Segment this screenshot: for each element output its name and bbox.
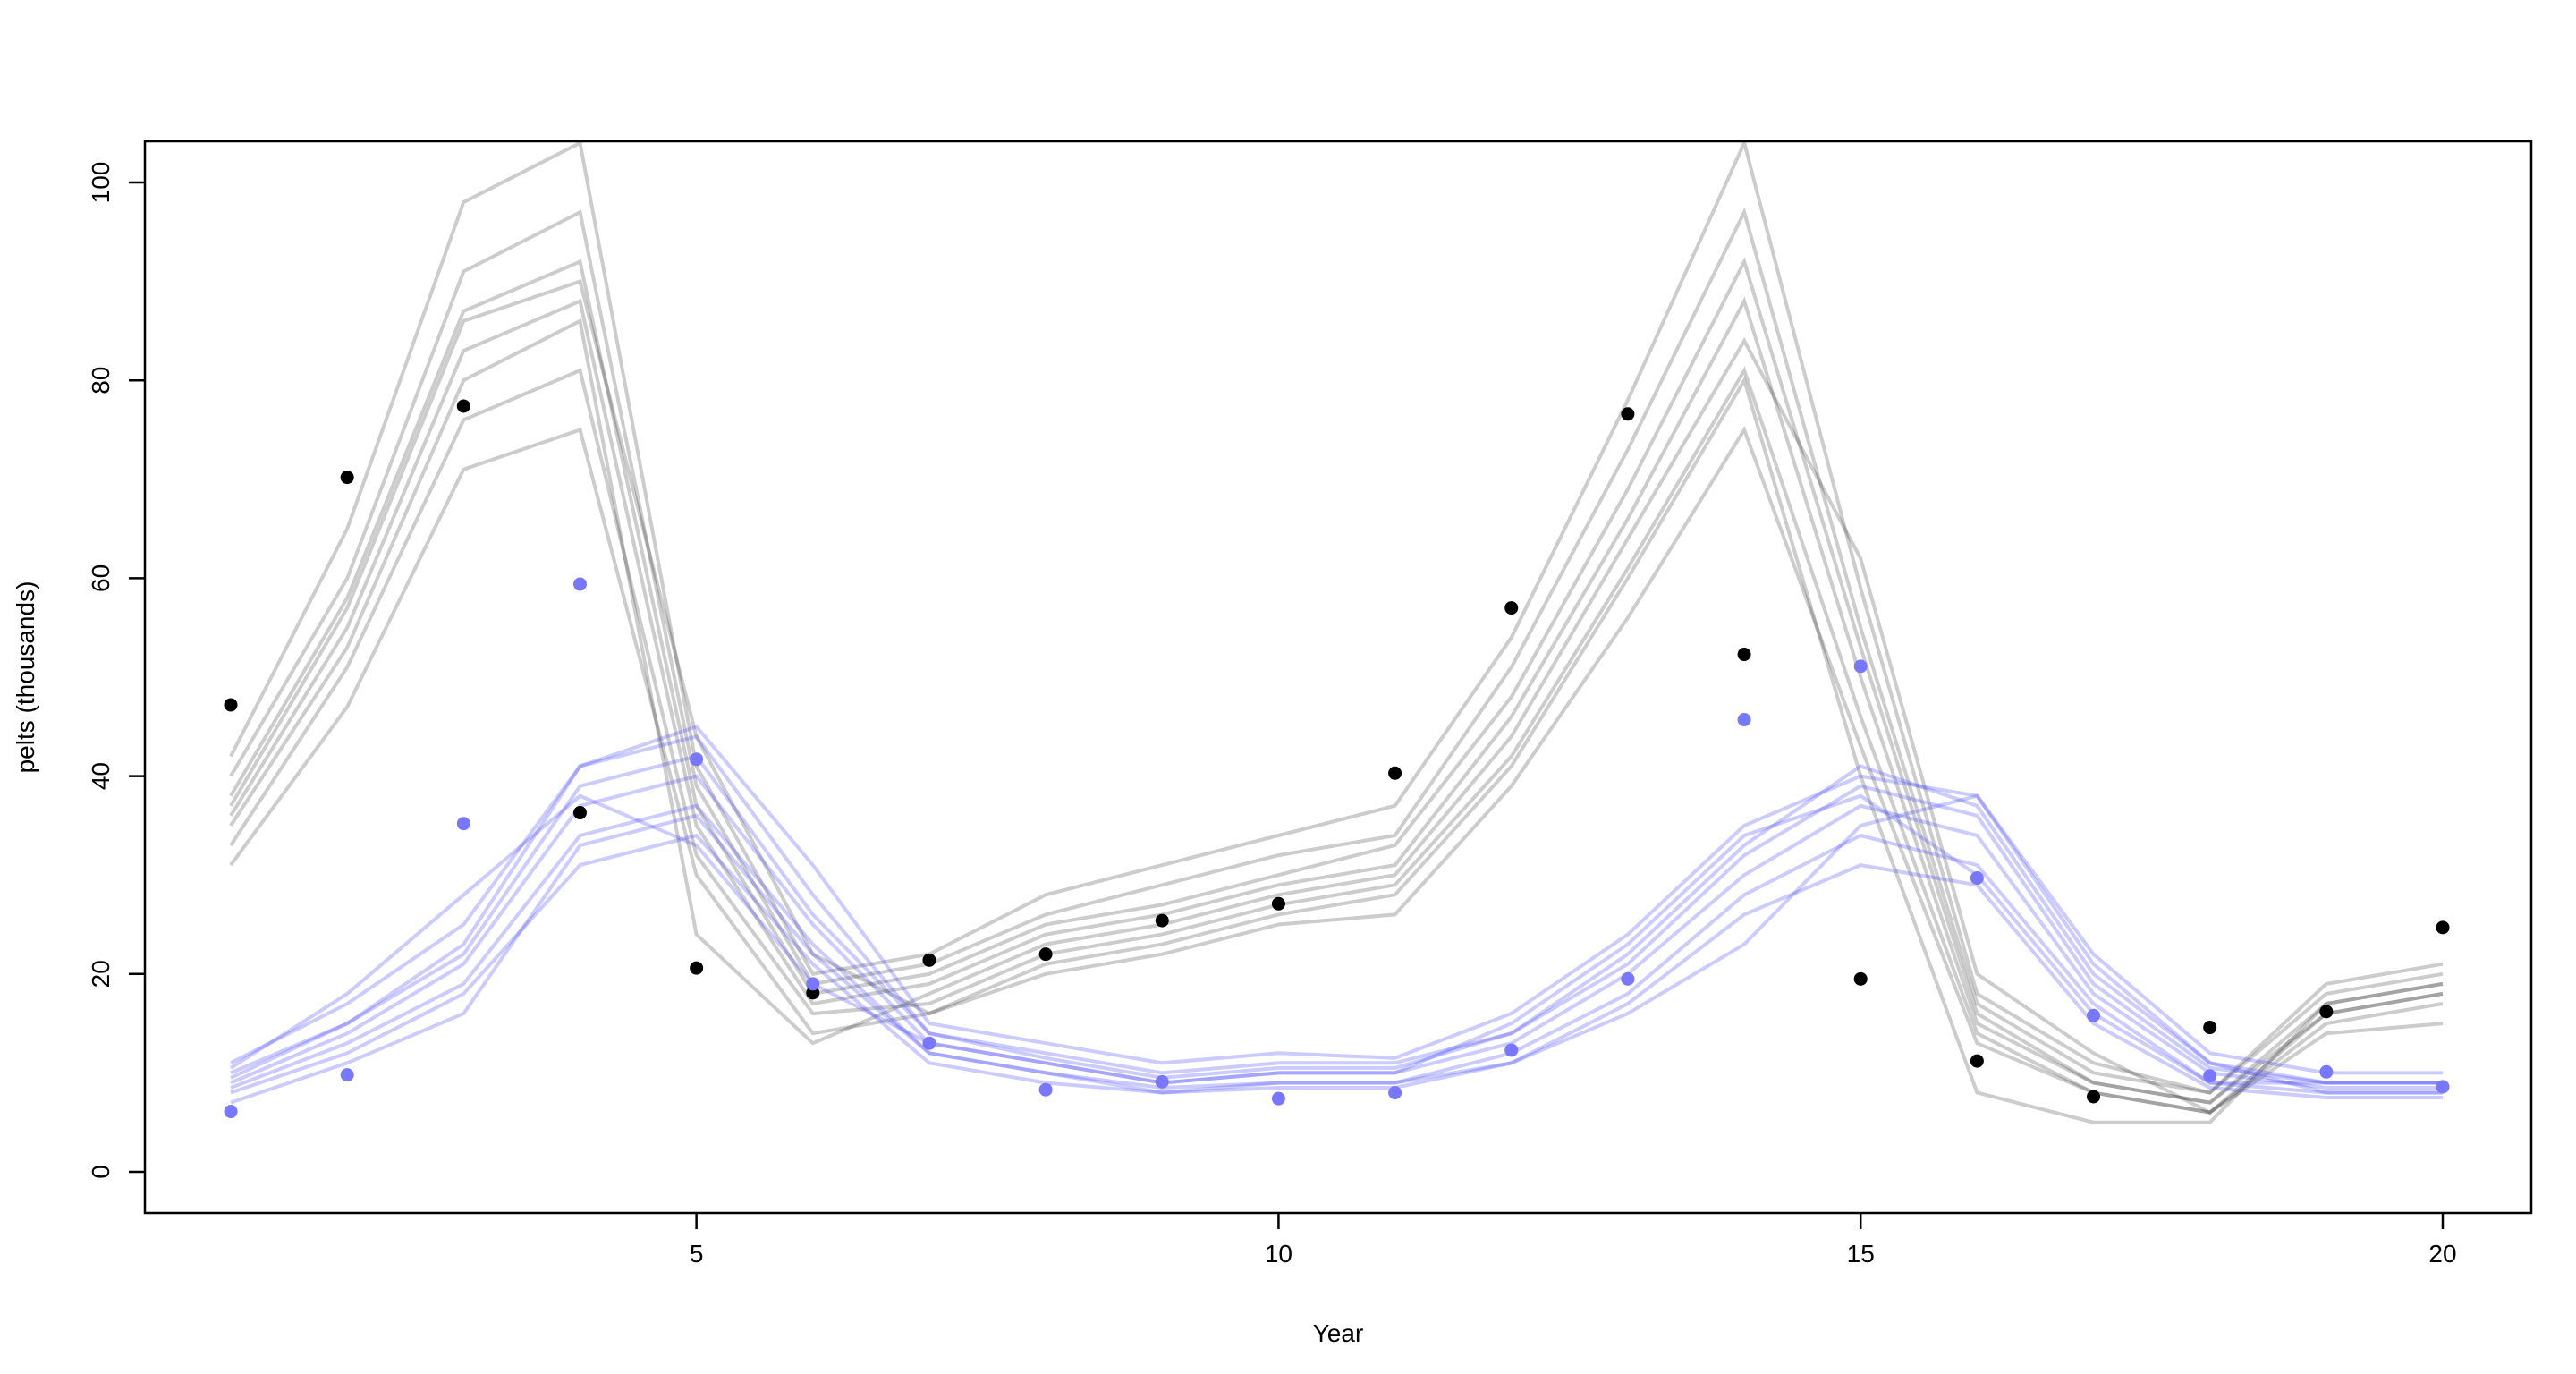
blue-observed-point xyxy=(1621,971,1635,986)
y-tick-label: 100 xyxy=(87,162,114,204)
black-observed-point xyxy=(2203,1021,2217,1035)
x-axis-label: Year xyxy=(1313,1319,1364,1347)
blue-observed-point xyxy=(1038,1082,1053,1097)
blue-observed-point xyxy=(690,752,704,767)
blue-observed-point xyxy=(1155,1074,1169,1089)
x-axis: 5 10 15 20 xyxy=(690,1213,2457,1268)
black-observed-point xyxy=(1388,766,1402,780)
blue-observed-point xyxy=(456,817,470,831)
black-trajectory-line xyxy=(229,257,2444,1105)
black-observed-point xyxy=(2436,920,2450,935)
black-observed-point xyxy=(1155,913,1169,928)
black-observed-point xyxy=(690,961,704,975)
blue-observed-point xyxy=(1504,1043,1519,1057)
blue-observed-point xyxy=(340,1068,354,1082)
blue-trajectory-line xyxy=(229,793,2443,1085)
black-trajectory-line xyxy=(229,279,2444,1124)
black-observed-point xyxy=(2087,1090,2101,1104)
black-observed-point xyxy=(1271,896,1285,911)
blue-trajectory-line xyxy=(230,803,2443,1095)
black-trajectory-line xyxy=(229,318,2444,1115)
x-tick-label: 20 xyxy=(2428,1240,2456,1268)
black-observed-point xyxy=(1853,971,1868,986)
black-observed-point xyxy=(922,953,936,967)
x-tick-label: 15 xyxy=(1847,1240,1875,1268)
blue-trajectory-line xyxy=(230,734,2443,1085)
black-trajectory-line xyxy=(229,207,2444,1095)
blue-observed-point xyxy=(2087,1008,2101,1022)
black-observed-point xyxy=(224,698,238,712)
blue-observed-point xyxy=(2203,1069,2217,1083)
black-trajectory-line xyxy=(229,366,2444,1115)
x-tick-label: 10 xyxy=(1265,1240,1292,1268)
blue-observed-point xyxy=(572,577,587,591)
blue-observed-point xyxy=(806,977,820,991)
black-trajectory-line xyxy=(229,296,2444,1105)
y-tick-label: 20 xyxy=(87,960,114,988)
blue-observed-point xyxy=(1737,713,1751,727)
black-observed-point xyxy=(340,471,354,485)
black-observed-point xyxy=(1504,601,1519,615)
black-observed-point xyxy=(1038,947,1053,962)
blue-observed-point xyxy=(1970,871,1984,886)
black-observed-point xyxy=(1621,407,1635,421)
y-tick-label: 60 xyxy=(87,564,114,592)
blue-trajectory-line xyxy=(230,754,2443,1085)
blue-observed-point xyxy=(224,1105,238,1119)
y-tick-label: 40 xyxy=(87,762,114,790)
black-observed-point xyxy=(1970,1054,1984,1068)
blue-observed-point xyxy=(2319,1064,2334,1079)
black-trajectory-line xyxy=(229,141,2444,1095)
black-trajectory-line xyxy=(229,425,2444,1115)
y-tick-label: 80 xyxy=(87,367,114,394)
blue-trajectory-line xyxy=(230,724,2443,1075)
blue-observed-point xyxy=(1271,1091,1285,1106)
blue-observed-point xyxy=(1388,1086,1402,1100)
black-observed-point xyxy=(2319,1005,2334,1019)
blue-observed-point xyxy=(1853,659,1868,674)
blue-observed-point xyxy=(922,1036,936,1050)
plot-frame xyxy=(143,140,2533,1215)
trajectory-lines xyxy=(229,141,2444,1124)
y-axis-label: pelts (thousands) xyxy=(12,581,39,774)
y-axis: 0 20 40 60 80 100 xyxy=(87,162,145,1179)
black-observed-point xyxy=(1737,648,1751,662)
y-tick-label: 0 xyxy=(87,1165,114,1179)
observed-points xyxy=(224,399,2450,1119)
blue-trajectory-line xyxy=(230,793,2443,1105)
blue-observed-point xyxy=(2436,1080,2450,1094)
x-tick-label: 5 xyxy=(690,1240,704,1268)
black-observed-point xyxy=(572,806,587,820)
black-observed-point xyxy=(456,399,470,413)
blue-trajectory-line xyxy=(230,774,2443,1090)
blue-trajectory-line xyxy=(230,833,2443,1099)
